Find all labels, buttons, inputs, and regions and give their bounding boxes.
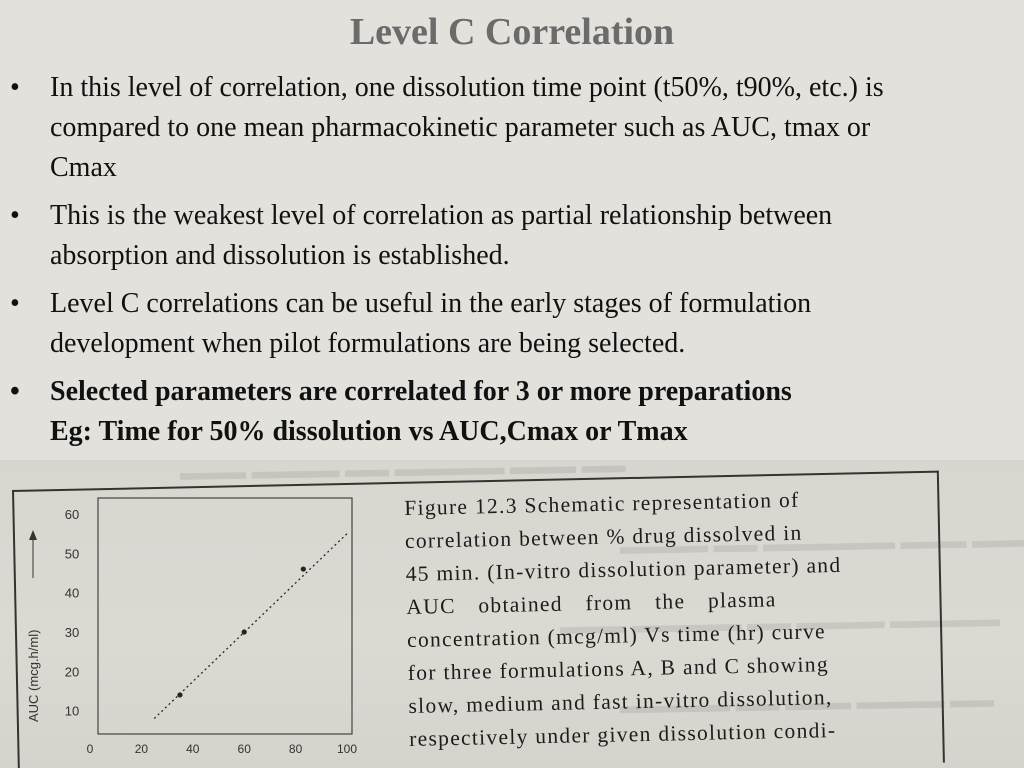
y-tick-label: 50 <box>65 546 79 561</box>
x-tick-label: 80 <box>289 742 303 756</box>
bullet-2: This is the weakest level of correlation… <box>0 196 1024 276</box>
bullet-3: Level C correlations can be useful in th… <box>0 284 1024 364</box>
plot-frame <box>97 497 353 735</box>
y-tick-label: 20 <box>65 664 79 679</box>
y-tick-label: 40 <box>65 586 79 601</box>
bullet-4-line-2: Eg: Time for 50% dissolution vs AUC,Cmax… <box>50 416 688 447</box>
x-tick-label: 0 <box>87 742 94 756</box>
x-tick-label: 20 <box>135 742 149 756</box>
bullet-2-line-1: This is the weakest level of correlation… <box>50 200 833 231</box>
y-axis-label: AUC (mcg.h/ml) <box>26 630 41 722</box>
y-tick-label: 30 <box>65 625 79 640</box>
y-tick-label: 10 <box>65 704 79 719</box>
x-tick-label: 100 <box>337 742 357 756</box>
scanned-page: ▬▬▬ ▬▬▬▬ ▬▬ ▬▬▬▬▬ ▬▬▬ ▬▬ ▬▬▬▬ ▬▬ ▬▬▬▬▬▬ … <box>0 460 1024 768</box>
y-tick-label: 60 <box>65 507 79 522</box>
auc-dissolution-chart: 10 20 30 40 50 60 0 20 40 60 80 100 AUC (mcg.h/ml) <box>26 497 357 756</box>
x-tick-label: 60 <box>238 742 252 756</box>
slide-title: Level C Correlation <box>349 11 675 53</box>
bullet-2-line-2: absorption and dissolution is establishe… <box>50 240 510 271</box>
x-tick-label: 40 <box>186 742 200 756</box>
bullet-4-line-1: Selected parameters are correlated for 3… <box>50 376 792 407</box>
bullet-3-line-2: development when pilot formulations are … <box>50 328 686 359</box>
bullet-list: In this level of correlation, one dissol… <box>0 68 1024 460</box>
data-point <box>177 692 183 698</box>
y-axis-arrow-head <box>29 530 37 540</box>
figure-caption: Figure 12.3 Schematic representation of … <box>404 481 929 756</box>
bullet-1-line-1: In this level of correlation, one dissol… <box>50 72 884 103</box>
bullet-1: In this level of correlation, one dissol… <box>0 68 1024 188</box>
bullet-1-line-3: Cmax <box>50 152 117 183</box>
trend-line <box>153 533 348 720</box>
bullet-3-line-1: Level C correlations can be useful in th… <box>50 288 812 319</box>
bullet-1-line-2: compared to one mean pharmacokinetic par… <box>50 112 871 143</box>
bullet-4: Selected parameters are correlated for 3… <box>0 372 1024 452</box>
data-point <box>241 629 247 635</box>
data-point <box>300 566 306 572</box>
